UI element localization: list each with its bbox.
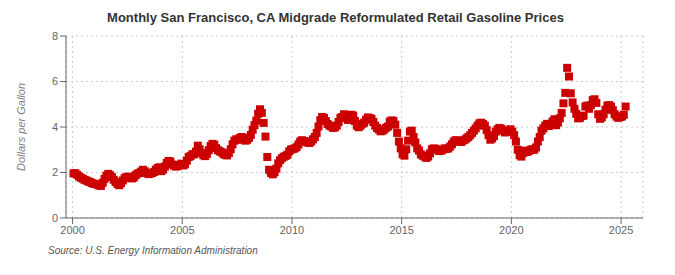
svg-text:2010: 2010 [280,224,304,236]
svg-text:4: 4 [52,121,58,133]
svg-text:6: 6 [52,75,58,87]
html-text:Monthly San Francisco, CA Midg: Monthly San Francisco, CA Midgrade Refor… [107,10,564,25]
svg-text:8: 8 [52,30,58,42]
svg-text:2025: 2025 [609,224,633,236]
svg-text:2005: 2005 [170,224,194,236]
svg-text:2015: 2015 [389,224,413,236]
svg-text:0: 0 [52,212,58,224]
html-text:Source: U.S. Energy Informatio: Source: U.S. Energy Information Administ… [48,245,258,256]
svg-text:2000: 2000 [60,224,84,236]
svg-text:Dollars per Gallon: Dollars per Gallon [15,83,27,171]
svg-text:2020: 2020 [499,224,523,236]
svg-text:2: 2 [52,166,58,178]
